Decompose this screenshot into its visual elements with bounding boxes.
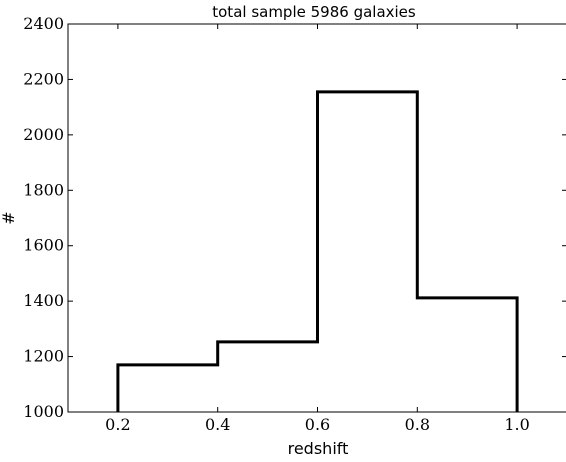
x-tick-label: 0.6 (305, 415, 330, 434)
x-axis-label: redshift (288, 439, 349, 458)
x-tick-label: 0.4 (205, 415, 230, 434)
y-tick-label: 1000 (23, 402, 64, 421)
y-axis-label: # (0, 211, 18, 224)
y-tick-label: 1400 (23, 291, 64, 310)
x-tick-label: 0.8 (405, 415, 430, 434)
y-tick-labels: 1000 1200 1400 1600 1800 2000 2200 2400 (23, 14, 64, 421)
y-tick-label: 1200 (23, 347, 64, 366)
y-tick-label: 2200 (23, 69, 64, 88)
y-tick-label: 2000 (23, 125, 64, 144)
y-tick-label: 1800 (23, 180, 64, 199)
x-tick-labels: 0.2 0.4 0.6 0.8 1.0 (105, 415, 530, 434)
histogram-step-line (116, 90, 519, 412)
x-tick-label: 0.2 (105, 415, 130, 434)
chart-title: total sample 5986 galaxies (212, 3, 416, 21)
y-tick-label: 2400 (23, 14, 64, 33)
x-tick-label: 1.0 (504, 415, 529, 434)
axis-ticks (68, 23, 566, 413)
y-tick-label: 1600 (23, 236, 64, 255)
